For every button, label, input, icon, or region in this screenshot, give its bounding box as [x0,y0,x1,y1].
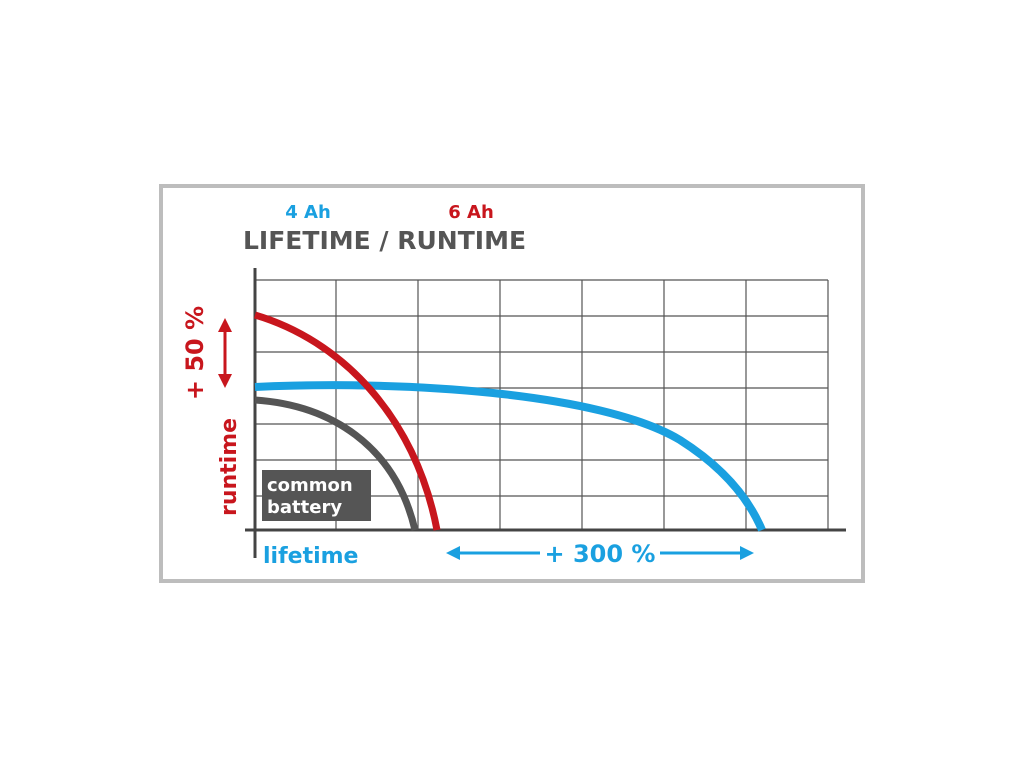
lifetime-gain: + 300 % [545,540,656,568]
title: LIFETIME / RUNTIME [243,226,526,255]
common-battery-box [262,470,371,521]
common-label: common [267,475,353,496]
lifetime-arrow [446,546,754,560]
x-axis-label: lifetime [263,544,358,569]
grid [255,279,829,530]
runtime-curve [254,311,441,531]
runtime-gain: + 50 % [181,306,209,400]
runtime-arrow [218,318,232,388]
series-label: 4 Ah [285,202,331,223]
series-label: 6 Ah [448,202,494,223]
y-axis-label: runtime [217,418,242,516]
common-label: battery [267,497,342,518]
common-curve [254,396,419,531]
